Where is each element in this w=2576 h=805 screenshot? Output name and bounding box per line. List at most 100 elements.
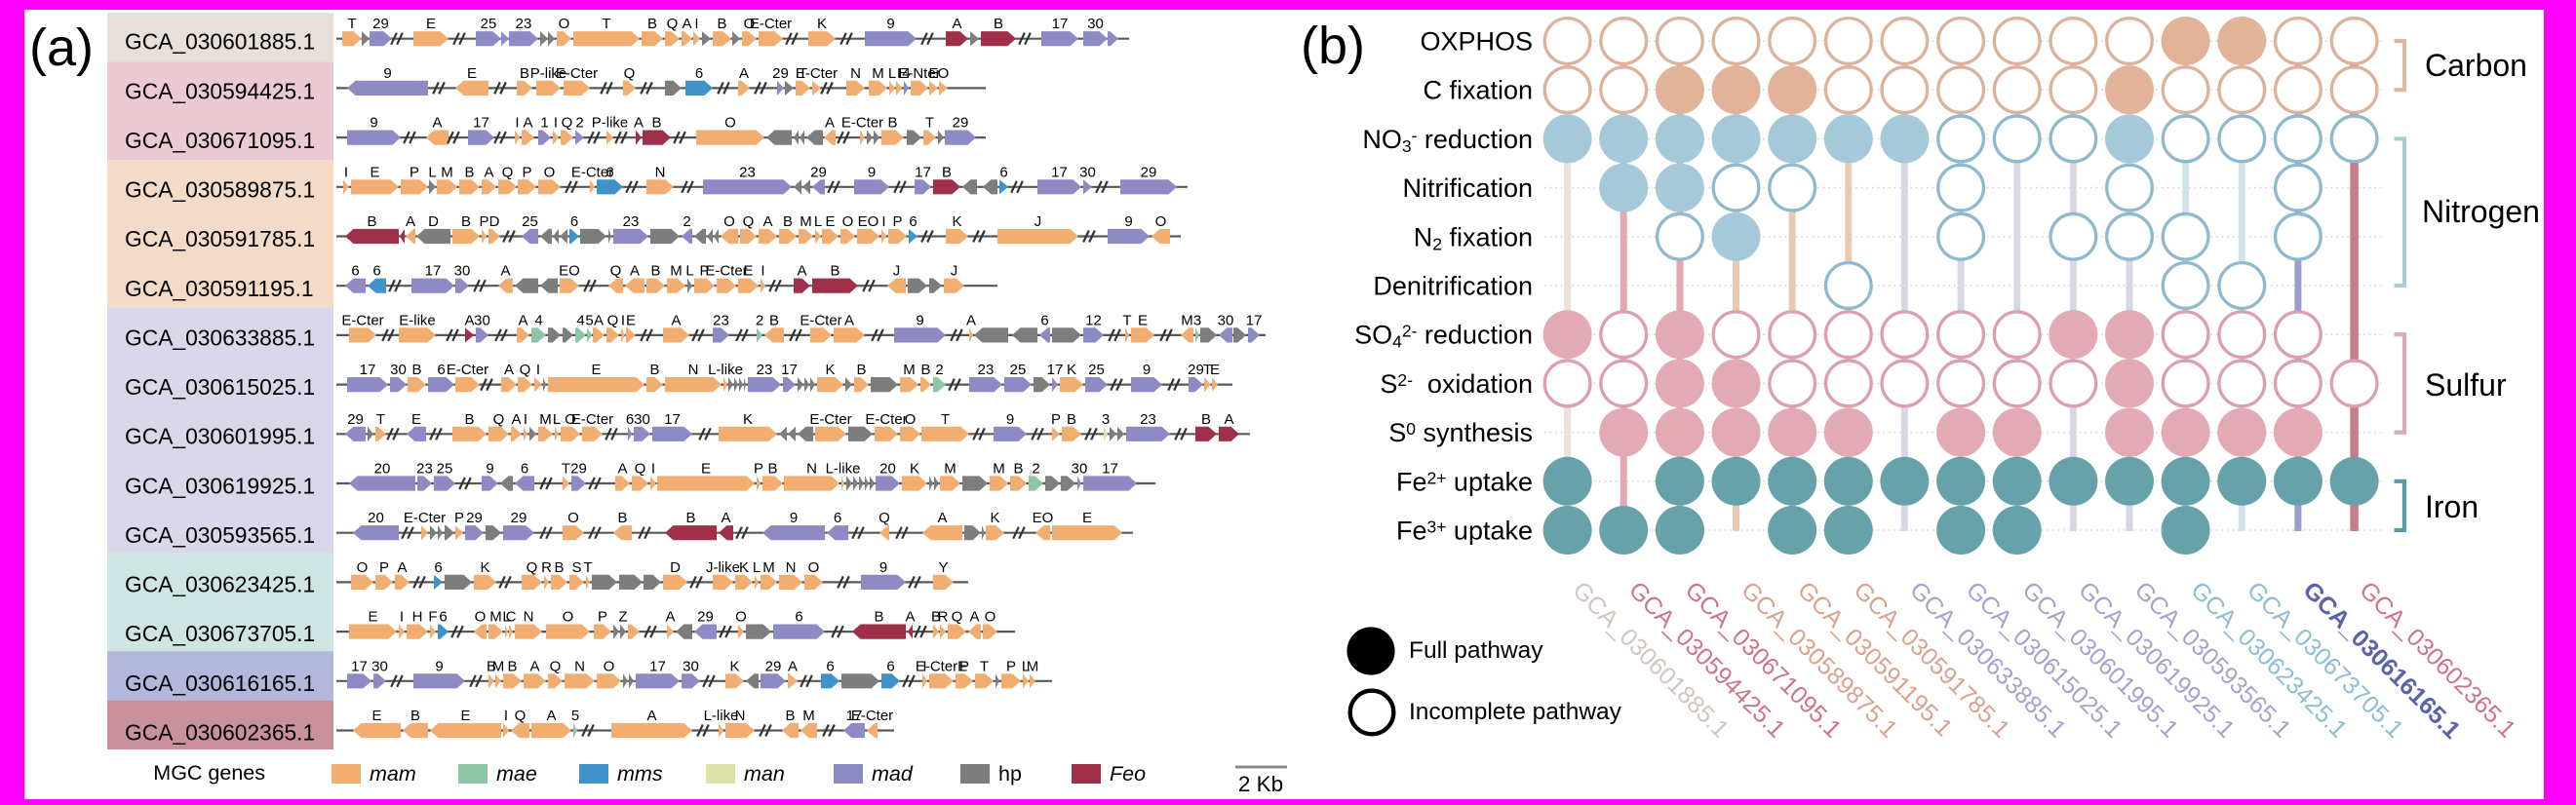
svg-text:29: 29 [1141,164,1157,180]
svg-text:K: K [1067,362,1076,378]
svg-text:I: I [554,115,558,132]
svg-text:L-like: L-like [826,461,861,478]
svg-text:mad: mad [872,762,914,786]
svg-text:A: A [546,708,556,724]
svg-text:B: B [650,263,660,280]
svg-text:9: 9 [879,559,887,576]
svg-text:S: S [571,559,581,576]
svg-text:E: E [370,164,379,180]
svg-text:A: A [594,312,604,328]
svg-text:E-Cter: E-Cter [800,312,841,328]
svg-text:L: L [888,65,896,82]
svg-text:17: 17 [1052,16,1069,32]
svg-text:A: A [739,65,749,82]
svg-text:T: T [925,115,934,132]
svg-text:E: E [411,411,421,428]
svg-text:B: B [783,213,793,230]
svg-text:T: T [941,411,950,428]
svg-text:GCA_030593565.1: GCA_030593565.1 [125,522,315,548]
svg-text:B: B [507,658,517,674]
svg-text:B: B [1013,461,1023,478]
svg-text:30: 30 [1072,461,1088,478]
svg-text:B: B [651,115,661,132]
svg-text:A: A [825,115,835,132]
svg-text:GCA_030671095.1: GCA_030671095.1 [125,128,315,153]
svg-text:P: P [892,213,902,230]
svg-text:E: E [701,461,711,478]
svg-text:17: 17 [1047,362,1064,378]
svg-text:Incomplete pathway: Incomplete pathway [1409,699,1622,725]
svg-text:6: 6 [886,658,894,674]
svg-text:A: A [397,559,407,576]
svg-text:M: M [903,362,916,378]
svg-text:I: I [400,609,404,626]
svg-text:M: M [1181,312,1193,328]
svg-text:P: P [598,609,607,626]
svg-text:M: M [800,213,812,230]
svg-text:I: I [536,362,540,378]
svg-text:17: 17 [425,263,442,280]
svg-text:6: 6 [999,164,1007,180]
svg-text:O: O [544,164,556,180]
svg-text:9: 9 [1006,411,1014,428]
svg-text:Q: Q [550,658,562,674]
svg-text:B: B [554,559,564,576]
svg-text:6: 6 [626,411,634,428]
svg-text:9: 9 [370,115,377,132]
svg-text:P: P [699,263,709,280]
svg-text:E: E [626,312,636,328]
svg-text:A: A [952,16,961,32]
svg-text:O: O [723,213,735,230]
svg-text:(b): (b) [1301,17,1365,75]
svg-text:P: P [454,510,464,526]
svg-text:A: A [966,312,976,328]
svg-text:A: A [504,362,514,378]
svg-text:Q: Q [743,213,755,230]
svg-text:17: 17 [664,411,681,428]
svg-text:A: A [511,411,521,428]
svg-text:E: E [928,65,938,82]
svg-text:Y: Y [938,559,948,576]
svg-text:M: M [441,164,453,180]
svg-text:A: A [432,115,442,132]
svg-text:mae: mae [496,762,537,786]
svg-text:M: M [1027,658,1039,674]
svg-text:A: A [529,658,539,674]
svg-text:M: M [539,411,552,428]
svg-text:GCA_030589875.1: GCA_030589875.1 [125,177,315,203]
svg-text:9: 9 [886,16,894,32]
svg-text:I: I [515,115,519,132]
svg-text:O: O [724,115,736,132]
svg-text:D: D [489,213,500,230]
svg-text:5: 5 [571,708,579,724]
svg-text:N: N [850,65,861,82]
svg-text:B: B [410,708,420,724]
svg-text:GCA_030602365.1: GCA_030602365.1 [125,719,315,745]
svg-text:A: A [617,461,627,478]
svg-text:B: B [464,411,474,428]
svg-text:B: B [856,362,866,378]
svg-text:Q: Q [635,461,646,478]
svg-text:GCA_030591195.1: GCA_030591195.1 [125,276,314,301]
svg-text:9: 9 [486,461,493,478]
svg-text:T: T [376,411,385,428]
svg-text:M: M [802,708,815,724]
svg-text:6: 6 [826,658,834,674]
svg-text:B: B [767,461,777,478]
svg-text:17: 17 [1102,461,1118,478]
svg-text:E-Cter: E-Cter [809,411,851,428]
svg-text:Iron: Iron [2425,489,2478,524]
svg-text:I: I [922,658,926,674]
svg-text:K: K [817,16,827,32]
svg-text:E: E [368,609,377,626]
svg-text:T: T [583,559,592,576]
svg-text:30: 30 [683,658,699,674]
svg-text:B: B [647,16,657,32]
svg-text:B: B [931,609,941,626]
svg-text:A: A [788,658,798,674]
svg-text:GCA_030616165.1: GCA_030616165.1 [125,671,315,696]
svg-text:I: I [897,65,901,82]
svg-text:P: P [1006,658,1016,674]
svg-text:P: P [959,658,969,674]
svg-text:A: A [523,115,532,132]
